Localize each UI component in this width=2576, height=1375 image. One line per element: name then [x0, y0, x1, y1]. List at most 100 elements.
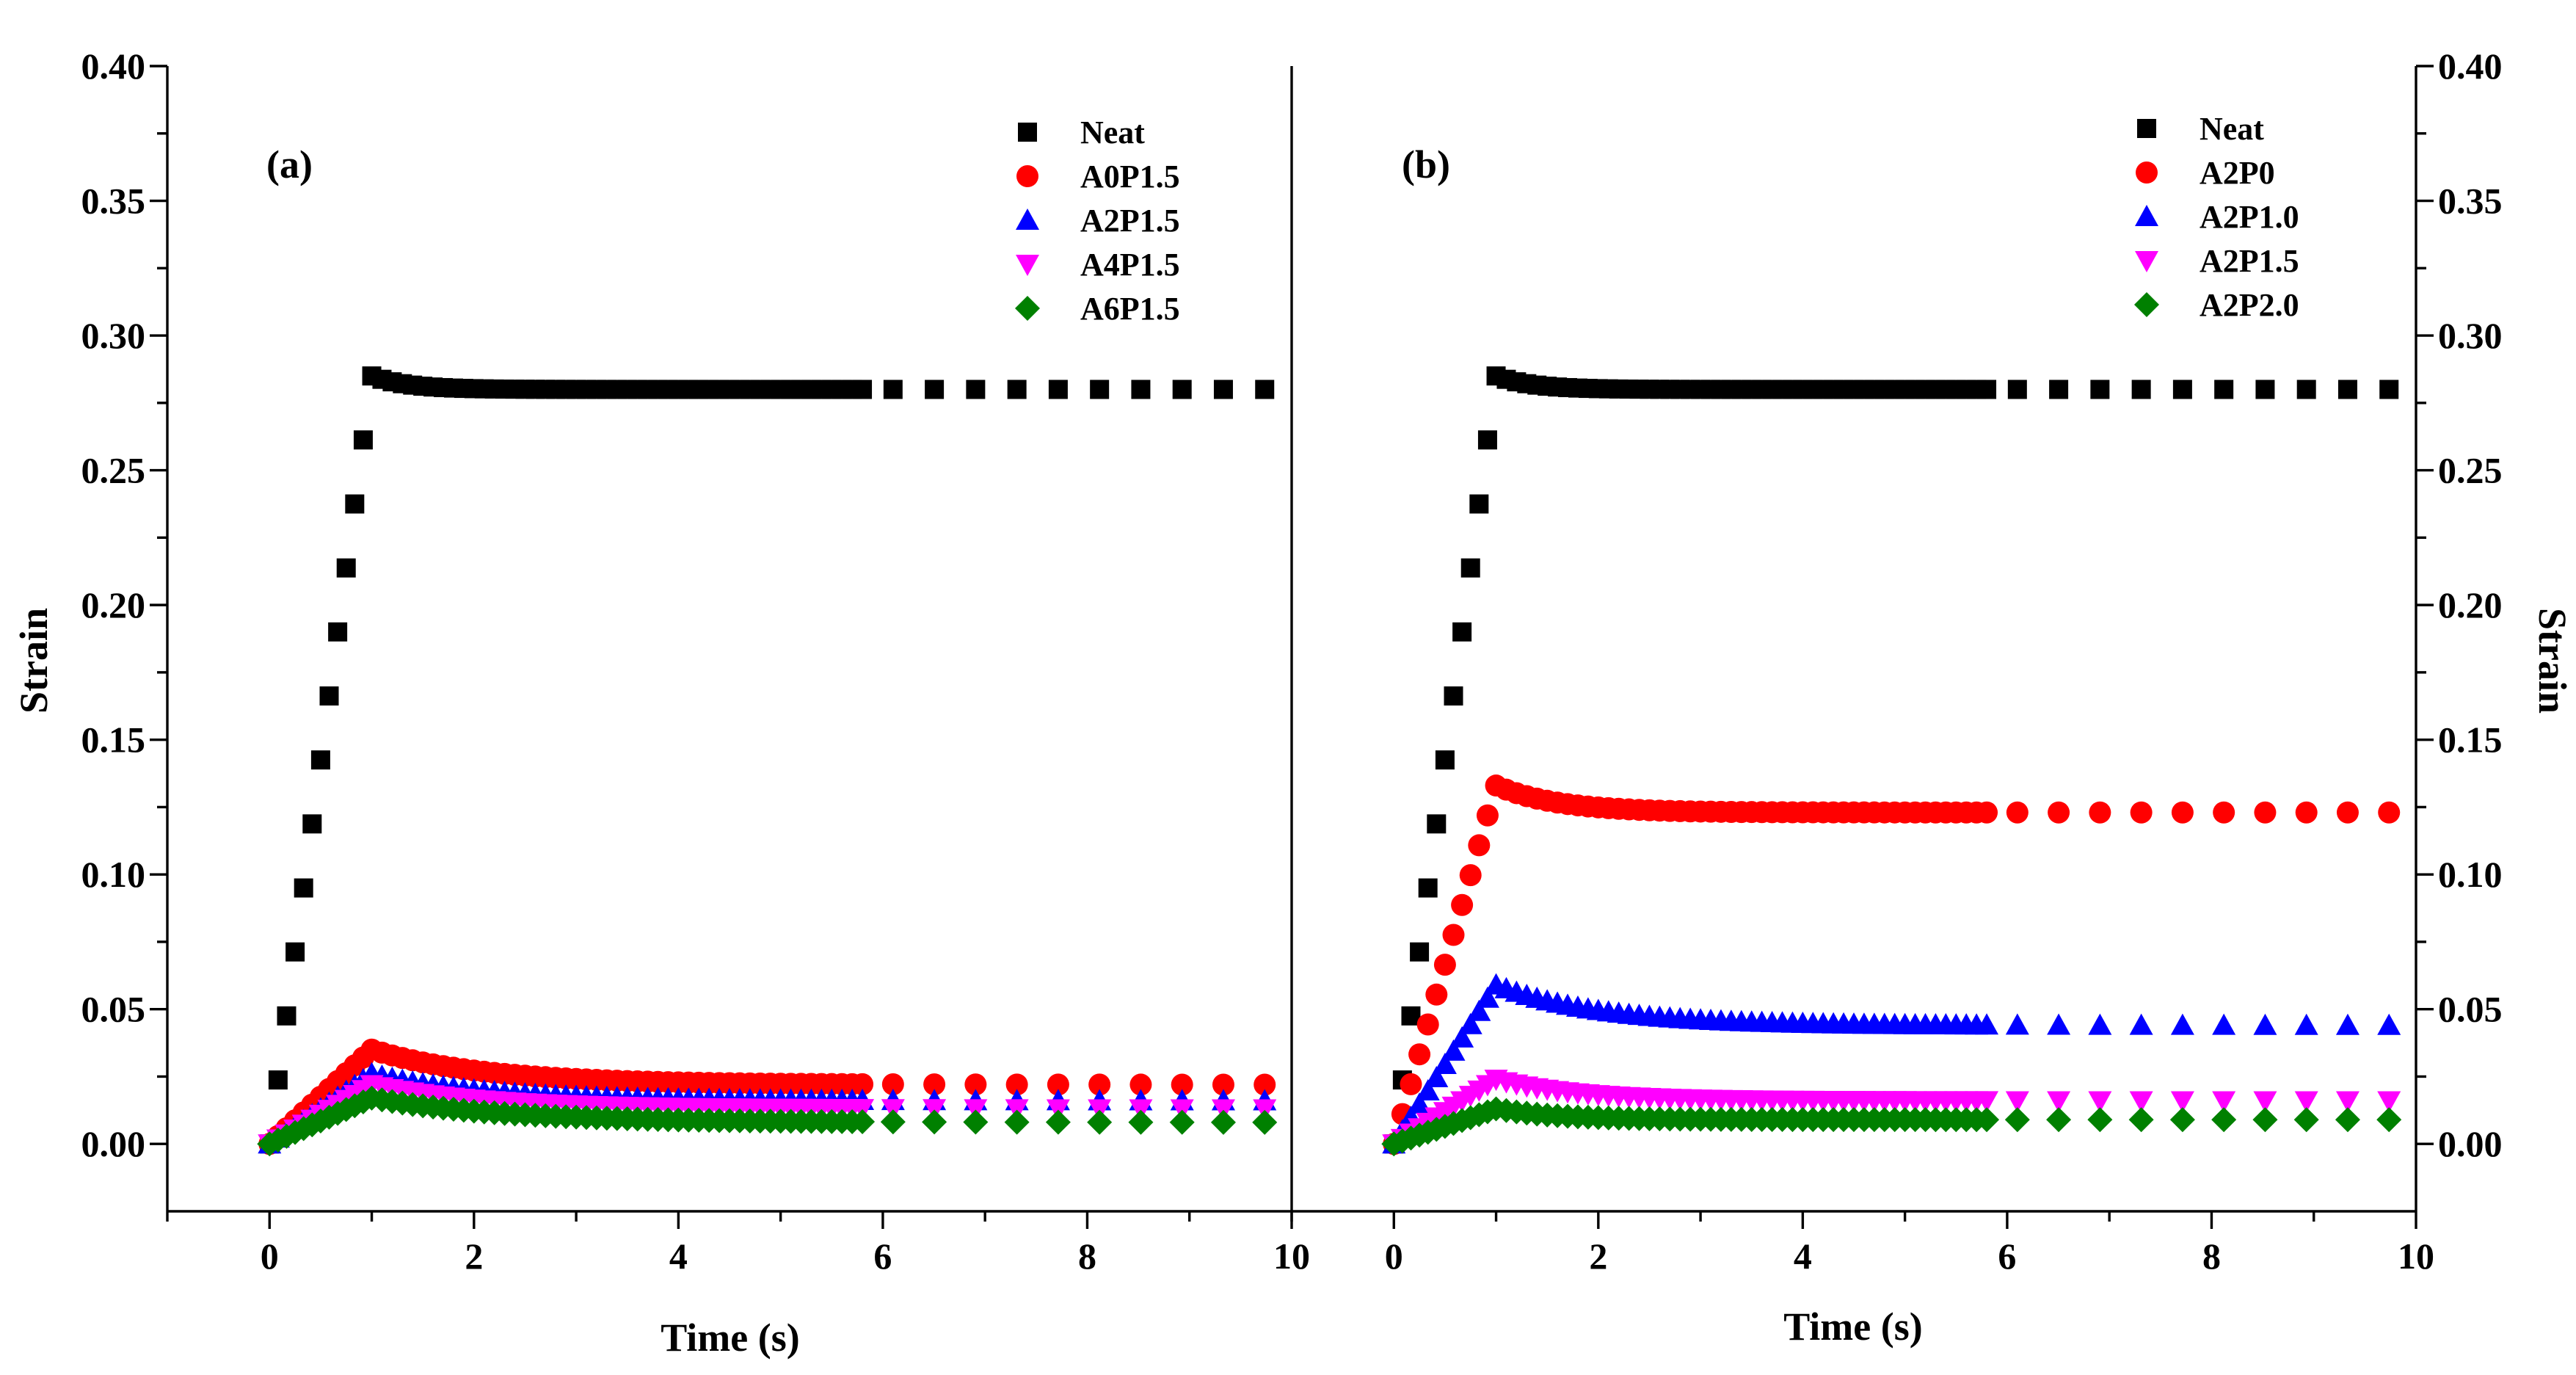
data-point [850, 1109, 876, 1135]
legend-label: A2P0 [2200, 155, 2275, 191]
legend-label: A6P1.5 [1080, 291, 1180, 327]
data-point [1458, 1012, 1482, 1034]
panel-b-y-axis-title: Strain [2530, 608, 2575, 714]
data-point [1007, 380, 1027, 399]
data-point [1975, 1091, 1999, 1113]
y-tick-label: 0.25 [81, 450, 146, 491]
y-tick-label: 0.05 [81, 989, 146, 1030]
legend-item: A2P1.0 [2135, 199, 2299, 235]
data-point [966, 380, 986, 399]
data-point [1004, 1109, 1030, 1135]
data-point [1005, 1073, 1028, 1096]
y-tick-label: 0.40 [81, 46, 146, 87]
legend-item: A2P0 [2136, 155, 2275, 191]
y-tick-label: 0.30 [2438, 315, 2503, 356]
data-point [883, 380, 903, 399]
data-point [881, 1073, 904, 1096]
data-point [1172, 380, 1192, 399]
data-point [2047, 1013, 2071, 1035]
data-point [1047, 1073, 1069, 1096]
data-point [1169, 1109, 1195, 1135]
x-tick-label: 8 [2202, 1236, 2221, 1277]
data-point [1450, 1026, 1474, 1048]
data-point [922, 1109, 947, 1135]
data-point [2293, 1107, 2319, 1133]
data-point [1255, 380, 1275, 399]
panel-a-label: (a) [266, 142, 313, 186]
data-point [1418, 878, 1438, 898]
data-point [1131, 380, 1151, 399]
data-point [1171, 1073, 1193, 1096]
data-point [923, 1073, 946, 1096]
data-point [1444, 686, 1463, 706]
y-tick-label: 0.20 [81, 584, 146, 625]
legend-label: A2P1.5 [2200, 243, 2299, 279]
legend-item: A2P1.5 [1016, 203, 1180, 239]
y-tick-label: 0.00 [2438, 1123, 2503, 1164]
y-tick-label: 0.05 [2438, 989, 2503, 1030]
data-point [2253, 1091, 2277, 1113]
data-point [2296, 380, 2316, 399]
legend-marker [2137, 119, 2156, 138]
data-point [1427, 814, 1447, 834]
data-point [963, 1109, 989, 1135]
data-point [2090, 380, 2110, 399]
series-A2P2.0 [1381, 1096, 2402, 1157]
data-point [294, 878, 313, 898]
data-point [1087, 1109, 1113, 1135]
legend-label: Neat [1080, 115, 1145, 150]
legend-marker [1016, 165, 1038, 187]
legend-marker [1016, 255, 1039, 276]
data-point [319, 686, 339, 706]
data-point [1976, 801, 1998, 824]
legend-label: A2P1.0 [2200, 199, 2299, 235]
legend-marker [1018, 123, 1037, 142]
data-point [2048, 801, 2070, 824]
data-point [1416, 1013, 1439, 1036]
data-point [1460, 558, 1480, 578]
data-point [1433, 1052, 1457, 1074]
data-point [336, 558, 356, 578]
data-point [2087, 1107, 2113, 1133]
x-tick-label: 4 [1794, 1236, 1812, 1277]
data-point [2252, 1107, 2278, 1133]
data-point [1974, 1107, 2000, 1133]
data-point [1468, 834, 1491, 857]
legend-marker [2135, 205, 2158, 226]
panel-a-y-axis-title: Strain [12, 608, 56, 714]
data-point [2335, 1107, 2360, 1133]
x-tick-label: 6 [873, 1236, 892, 1277]
data-point [2129, 1091, 2153, 1113]
data-point [2172, 380, 2192, 399]
legend-marker [1016, 208, 1039, 230]
data-point [1045, 1109, 1071, 1135]
data-point [2336, 801, 2359, 824]
data-point [2005, 1013, 2029, 1035]
data-point [2047, 1091, 2071, 1113]
x-tick-label: 6 [1998, 1236, 2016, 1277]
legend-item: Neat [1018, 115, 1145, 150]
panel-b-label: (b) [1402, 142, 1450, 186]
data-point [2005, 1091, 2029, 1113]
data-point [2377, 1091, 2401, 1113]
data-point [310, 750, 330, 770]
data-point [853, 380, 873, 399]
data-point [2335, 1013, 2359, 1035]
data-point [1977, 380, 1997, 399]
data-point [1442, 924, 1465, 946]
data-point [2253, 1013, 2277, 1035]
data-point [285, 942, 305, 962]
data-point [2378, 801, 2401, 824]
data-point [2128, 1107, 2154, 1133]
data-point [1213, 380, 1233, 399]
series-A6P1.5 [257, 1085, 1278, 1157]
data-point [1090, 380, 1110, 399]
panel-0-legend: Neat A0P1.5 A2P1.5 A4P1.5 A6P1.5 [1015, 115, 1180, 327]
data-point [2006, 801, 2029, 824]
legend-item: A6P1.5 [1015, 291, 1180, 327]
data-point [1210, 1109, 1236, 1135]
data-point [2170, 1013, 2194, 1035]
panel-b: (b) Time (s) Strain 0 2 4 6 8 100.000.050.100… [1290, 46, 2575, 1349]
legend-item: Neat [2137, 111, 2264, 147]
data-point [1400, 1073, 1422, 1095]
